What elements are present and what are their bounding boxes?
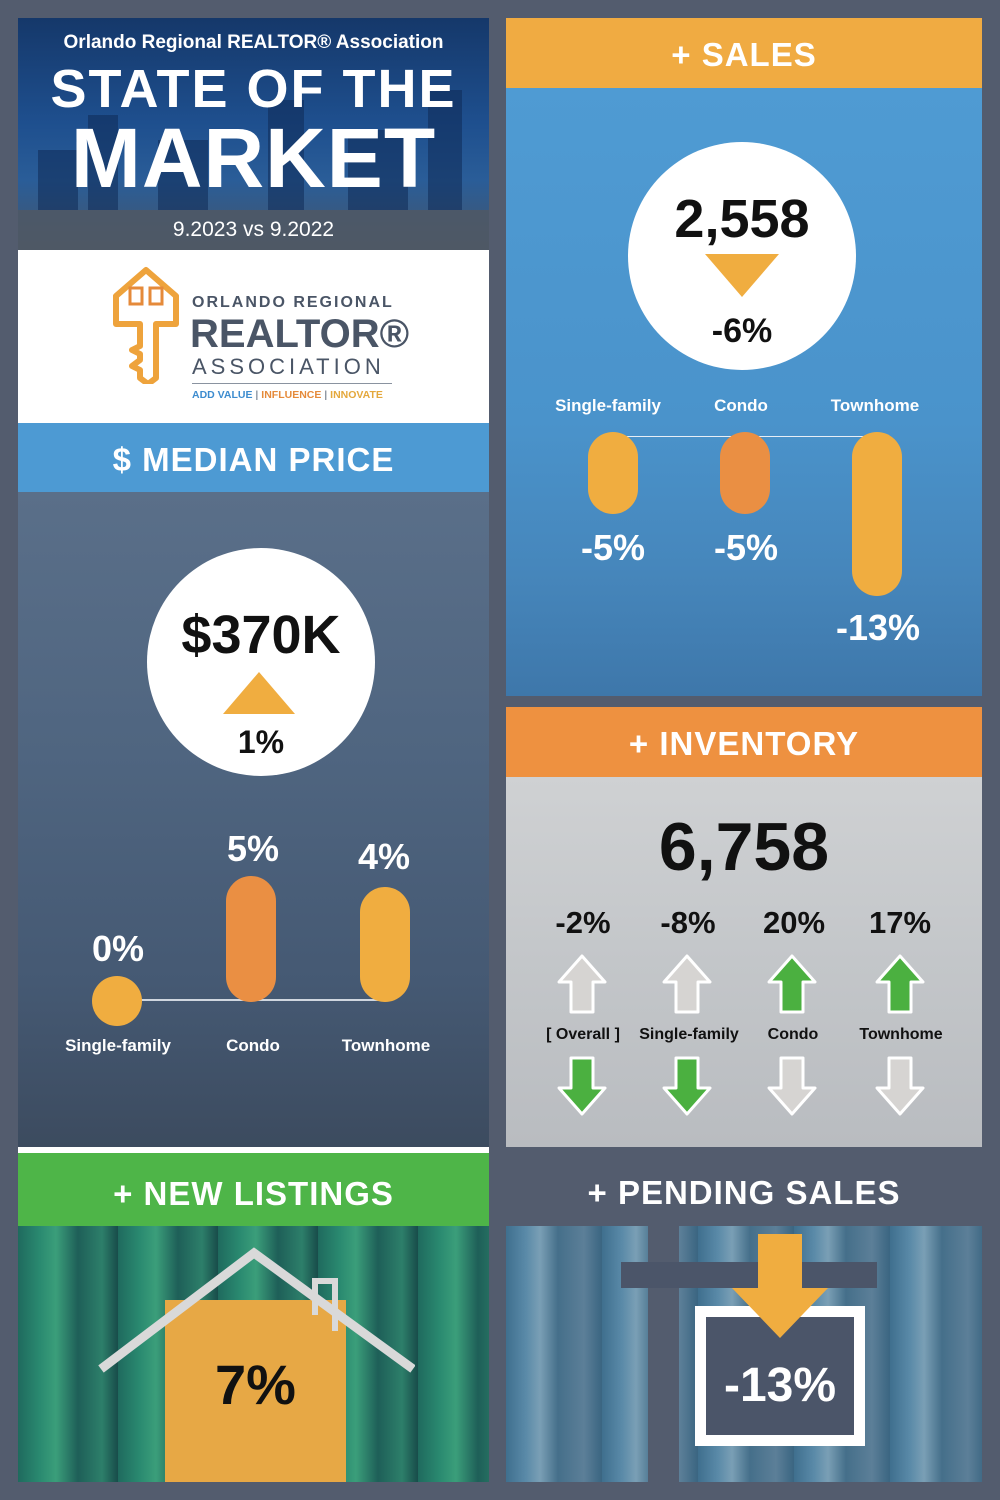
pending-sales-heading: + PENDING SALES <box>587 1174 901 1211</box>
median-condo-pill <box>226 876 276 1002</box>
median-price-heading-bar: $ MEDIAN PRICE <box>18 423 489 492</box>
inventory-overall-label: [ Overall ] <box>546 1026 620 1043</box>
inventory-condo-change: 20% <box>762 905 826 940</box>
key-house-logo-icon <box>113 267 179 384</box>
sales-value: 2,558 <box>674 189 810 249</box>
tagline-innovate: INNOVATE <box>330 389 383 401</box>
inventory-value: 6,758 <box>658 809 830 885</box>
inventory-heading-bar: + INVENTORY <box>506 707 982 777</box>
sales-townhome-change: -13% <box>835 607 921 648</box>
header-banner: Orlando Regional REALTOR® Association ST… <box>18 18 489 250</box>
sales-condo-change: -5% <box>713 527 779 568</box>
date-strip: 9.2023 vs 9.2022 <box>18 210 489 250</box>
sales-single-family-change: -5% <box>580 527 646 568</box>
sales-heading-bar: + SALES <box>506 18 982 88</box>
pending-sales-heading-bar: + PENDING SALES <box>506 1156 982 1226</box>
logo-text-realtor: REALTOR® <box>190 312 410 356</box>
arrow-up-outline-icon <box>557 954 607 1014</box>
median-townhome-label: Townhome <box>341 1036 431 1055</box>
sales-single-family-label: Single-family <box>555 396 661 415</box>
triangle-up-icon <box>223 672 295 714</box>
median-price-circle <box>147 548 375 776</box>
sales-townhome-pill <box>852 432 902 596</box>
inventory-single-family-label: Single-family <box>639 1026 739 1043</box>
inventory-heading: + INVENTORY <box>628 725 860 762</box>
median-condo-change: 5% <box>226 828 280 869</box>
arrow-up-green-icon <box>875 954 925 1014</box>
sales-change: -6% <box>711 312 773 350</box>
median-price-heading: $ MEDIAN PRICE <box>112 441 395 478</box>
arrow-up-green-icon <box>767 954 817 1014</box>
logo-panel: ORLANDO REGIONAL REALTOR® ASSOCIATION AD… <box>18 250 489 423</box>
sign-crossbar <box>621 1262 877 1288</box>
logo-divider <box>192 383 392 384</box>
median-single-family-marker <box>92 976 142 1026</box>
median-townhome-pill <box>360 887 410 1002</box>
sales-heading: + SALES <box>671 36 817 73</box>
logo-text-orlando-regional: ORLANDO REGIONAL <box>192 294 394 311</box>
logo-text-association: ASSOCIATION <box>192 354 385 379</box>
arrow-down-orange-icon <box>732 1234 828 1338</box>
median-condo-label: Condo <box>226 1036 280 1055</box>
arrow-up-outline-icon <box>662 954 712 1014</box>
median-price-value: $370K <box>181 605 341 665</box>
sales-condo-pill <box>720 432 770 514</box>
inventory-single-family-change: -8% <box>660 905 716 940</box>
new-listings-value: 7% <box>215 1353 296 1416</box>
tagline-influence: INFLUENCE <box>261 389 322 401</box>
triangle-down-icon <box>705 254 779 297</box>
arrow-down-outline-icon <box>875 1056 925 1116</box>
arrow-down-green-icon <box>662 1056 712 1116</box>
arrow-down-outline-icon <box>767 1056 817 1116</box>
median-single-family-change: 0% <box>91 928 145 969</box>
median-single-family-label: Single-family <box>65 1036 171 1055</box>
median-price-change: 1% <box>237 724 285 760</box>
sales-condo-label: Condo <box>714 396 768 415</box>
inventory-townhome-label: Townhome <box>859 1026 943 1043</box>
house-roof-icon <box>98 1247 415 1373</box>
sales-single-family-pill <box>588 432 638 514</box>
inventory-overall-change: -2% <box>555 905 611 940</box>
inventory-condo-label: Condo <box>767 1026 819 1043</box>
arrow-down-green-icon <box>557 1056 607 1116</box>
logo-tagline: ADD VALUE | INFLUENCE | INNOVATE <box>192 389 383 401</box>
page-title-line1: STATE OF THE <box>50 59 457 119</box>
sales-townhome-label: Townhome <box>830 396 920 415</box>
page-title-line2: MARKET <box>70 111 437 205</box>
tagline-separator: | <box>255 389 259 401</box>
tagline-add-value: ADD VALUE <box>192 389 253 401</box>
new-listings-heading-bar: + NEW LISTINGS <box>18 1147 489 1226</box>
house-body <box>165 1300 346 1482</box>
association-name: Orlando Regional REALTOR® Association <box>63 32 444 53</box>
inventory-townhome-change: 17% <box>868 905 932 940</box>
date-comparison: 9.2023 vs 9.2022 <box>172 218 335 241</box>
tagline-separator: | <box>324 389 328 401</box>
new-listings-heading: + NEW LISTINGS <box>113 1175 394 1212</box>
pending-sales-value: -13% <box>723 1359 837 1412</box>
median-townhome-change: 4% <box>357 836 411 877</box>
